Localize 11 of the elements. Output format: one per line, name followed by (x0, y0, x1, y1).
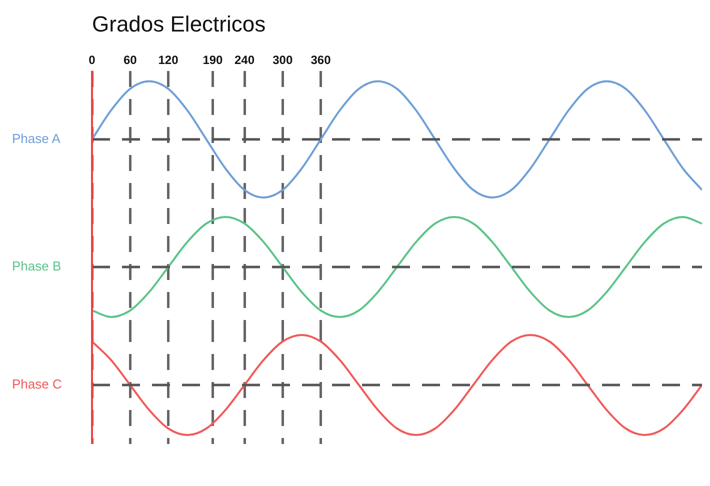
chart-title: Grados Electricos (92, 11, 266, 36)
x-tick-label: 0 (88, 52, 96, 67)
x-tick-label: 360 (310, 52, 332, 67)
x-tick-label: 240 (234, 52, 255, 67)
text: Phase C (12, 376, 62, 392)
x-tick-label: 60 (123, 52, 138, 67)
x-tick-label: 190 (202, 52, 224, 67)
text: Phase B (12, 258, 62, 274)
x-tick-label: 300 (272, 52, 293, 67)
x-tick-label: 120 (158, 52, 179, 67)
text: Phase A (12, 130, 61, 146)
